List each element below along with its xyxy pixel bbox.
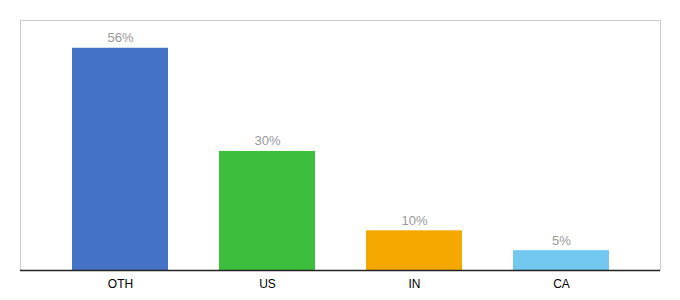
- svg-text:56%: 56%: [107, 30, 133, 45]
- svg-text:5%: 5%: [552, 233, 571, 248]
- svg-text:30%: 30%: [254, 133, 280, 148]
- svg-text:CA: CA: [553, 277, 570, 291]
- svg-text:10%: 10%: [401, 213, 427, 228]
- svg-text:US: US: [259, 277, 276, 291]
- svg-text:IN: IN: [409, 277, 421, 291]
- svg-text:OTH: OTH: [108, 277, 133, 291]
